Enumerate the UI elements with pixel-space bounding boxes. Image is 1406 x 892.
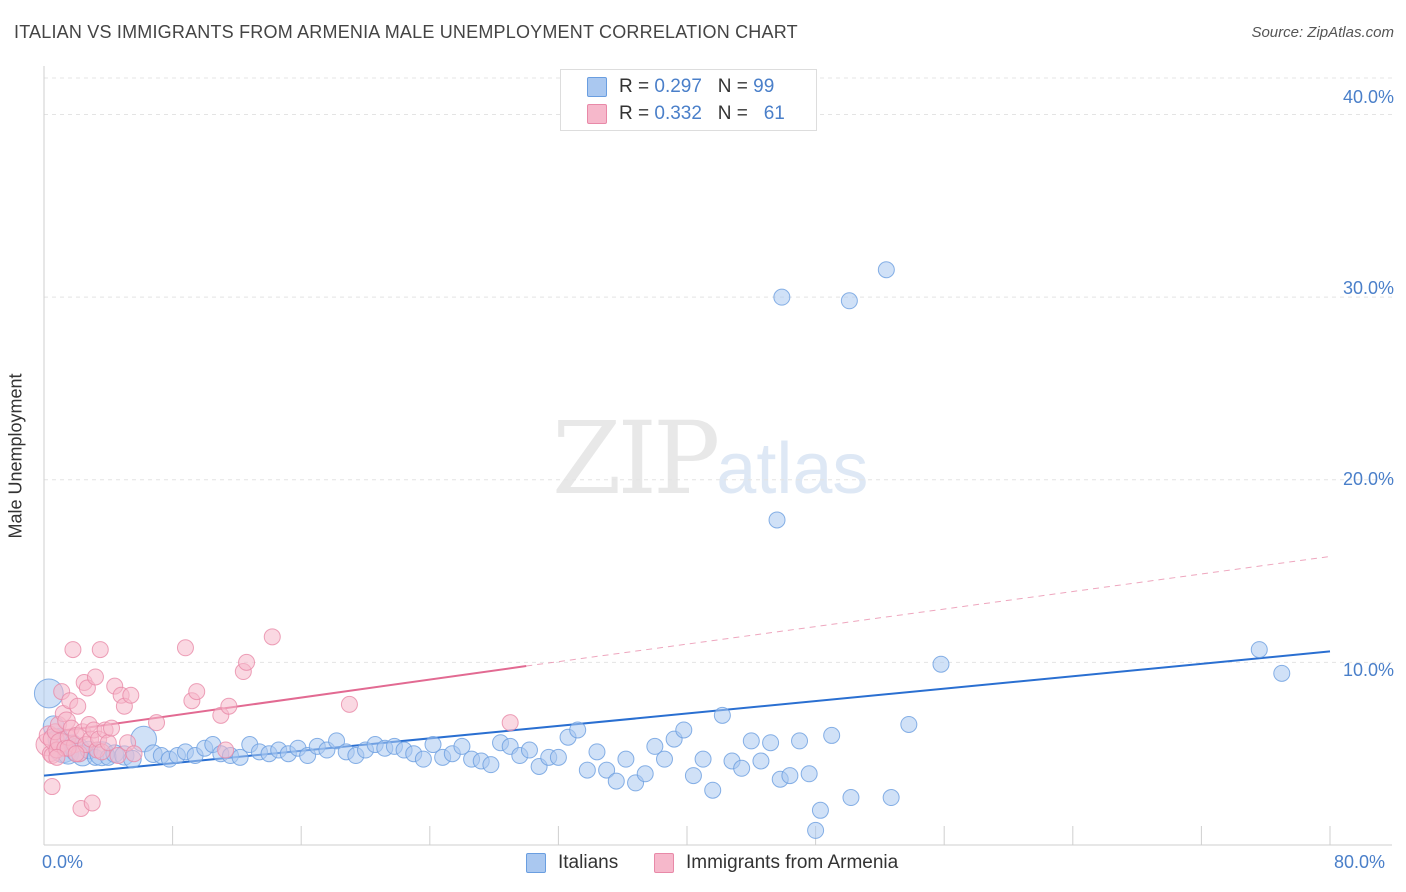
data-point-armenia [501,714,519,732]
data-point-italians [882,789,900,807]
source-label: Source: ZipAtlas.com [1251,24,1394,41]
y-tick-label-10: 10.0% [1342,660,1394,680]
data-point-italians [823,726,841,744]
data-point-italians [752,752,770,770]
data-point-italians [569,721,587,739]
data-point-italians [694,750,712,768]
data-point-italians [607,772,625,790]
data-point-armenia [122,686,140,704]
axis-layer [43,66,1392,846]
data-point-italians [742,732,760,750]
data-point-armenia [64,641,82,659]
data-point-italians [588,743,606,761]
x-tick-label-max: 80.0% [1334,852,1386,872]
legend-n-label-italians: N = [717,76,754,97]
data-point-armenia [86,668,104,686]
data-point-italians [900,715,918,733]
data-point-italians [781,767,799,785]
data-point-italians [811,801,829,819]
data-point-italians [414,750,432,768]
data-point-armenia [48,748,66,766]
bottom-legend-label-italians: Italians [558,852,619,873]
chart-title: ITALIAN VS IMMIGRANTS FROM ARMENIA MALE … [14,22,798,42]
data-point-italians [768,511,786,529]
data-point-italians [684,767,702,785]
trendline-armenia [43,665,527,735]
data-point-italians [713,706,731,724]
legend-swatch-armenia [587,104,607,124]
legend-text-italians: R = 0.297 N = 99 [619,76,774,98]
data-point-italians [598,761,616,779]
legend-r-value-italians: 0.297 [654,76,702,97]
bottom-legend-label-armenia: Immigrants from Armenia [686,852,899,873]
data-point-armenia [125,745,143,763]
legend-n-value-armenia: 61 [753,103,785,124]
data-point-italians [733,759,751,777]
legend-n-number-armenia: 61 [763,103,785,124]
legend-n-label-armenia: N = [717,103,754,124]
y-tick-label-20: 20.0% [1342,469,1394,489]
data-point-italians [578,761,596,779]
data-point-armenia [69,697,87,715]
data-point-armenia [340,695,358,713]
data-point-armenia [188,683,206,701]
trendline-armenia-extension [526,555,1331,667]
data-point-italians [675,721,693,739]
data-point-armenia [263,628,281,646]
data-point-armenia [91,641,109,659]
data-point-italians [877,261,895,279]
data-point-italians [636,765,654,783]
data-point-armenia [83,794,101,812]
data-point-armenia [220,697,238,715]
legend-r-label-armenia: R = [619,103,655,124]
data-point-armenia [67,745,85,763]
legend-r-value-armenia: 0.332 [654,103,702,124]
legend-r-label-italians: R = [619,76,655,97]
data-point-italians [482,756,500,774]
data-point-armenia [238,653,256,671]
bottom-legend-swatch-armenia [654,853,674,873]
data-point-armenia [148,714,166,732]
data-point-italians [1250,641,1268,659]
bottom-legend-swatch-italians [526,853,546,873]
data-point-italians [655,750,673,768]
legend-n-value-italians: 99 [753,76,775,97]
data-point-italians [617,750,635,768]
data-point-italians [791,732,809,750]
data-point-italians [328,732,346,750]
grid-layer [44,77,1392,663]
legend: R = 0.297 N = 99 R = 0.332 N = 61 [560,69,817,131]
data-point-italians [762,734,780,752]
legend-swatch-italians [587,77,607,97]
x-tick-label-min: 0.0% [42,852,84,872]
data-point-italians [704,781,722,799]
data-point-italians [424,736,442,754]
data-point-armenia [103,719,121,737]
data-point-armenia [217,741,235,759]
data-point-italians [932,655,950,673]
legend-text-armenia: R = 0.332 N = 61 [619,103,785,125]
data-point-armenia [43,778,61,796]
data-point-italians [231,748,249,766]
data-point-italians [840,292,858,310]
data-point-italians [646,737,664,755]
data-point-italians [520,741,538,759]
data-point-italians [549,748,567,766]
y-tick-label-40: 40.0% [1342,87,1394,107]
data-point-italians [453,737,471,755]
y-axis-label: Male Unemployment [5,373,26,539]
data-point-italians [773,288,791,306]
data-point-italians [800,765,818,783]
data-point-italians [1273,664,1291,682]
data-point-italians [842,789,860,807]
points-layer [33,261,1291,839]
y-tick-label-30: 30.0% [1342,278,1394,298]
data-point-armenia [176,639,194,657]
data-point-italians [807,821,825,839]
